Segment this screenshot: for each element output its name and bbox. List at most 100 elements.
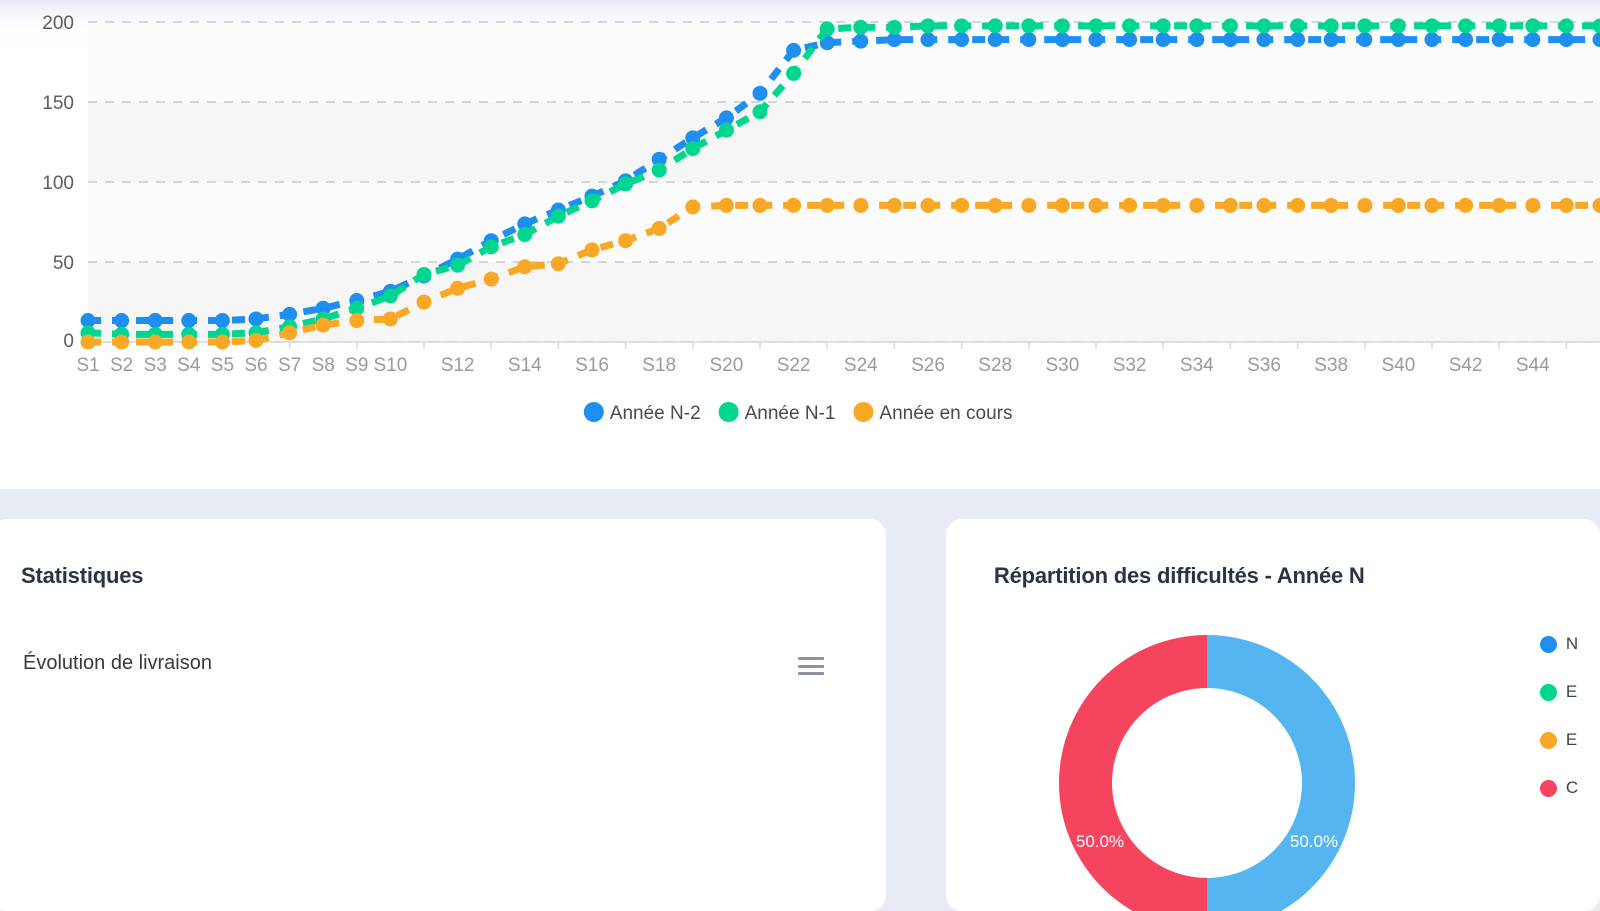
data-point [80,313,96,329]
data-point [1491,32,1507,48]
data-point [1458,197,1474,213]
donut-slice-2[interactable] [1058,635,1207,911]
data-point [1256,32,1272,48]
data-point [1222,32,1238,48]
data-point [1021,18,1037,34]
data-point [1357,32,1373,48]
legend-swatch-icon [1539,731,1557,749]
data-point [1122,32,1138,48]
data-point [114,334,130,350]
x-tick-label: S24 [844,355,878,376]
difficulties-legend[interactable]: N E E C [1539,634,1578,798]
hamburger-icon[interactable] [797,657,824,675]
donut-svg: 50.0% 50.0% [1058,635,1355,911]
data-point [282,306,298,322]
x-tick-label: S42 [1449,355,1483,376]
data-point [315,300,331,316]
data-point [147,334,163,350]
x-tick-label: S5 [211,355,234,376]
data-point [1155,18,1171,34]
data-point [214,334,230,350]
donut-legend-item-2[interactable]: E [1539,682,1578,702]
difficulties-card: Répartition des difficultés - Année N 50… [945,519,1600,911]
data-point [1390,32,1406,48]
data-point [920,197,936,213]
data-point [954,18,970,34]
data-point [987,32,1003,48]
data-point [1290,32,1306,48]
data-point [1491,197,1507,213]
donut-legend-label: E [1565,682,1578,701]
y-tick-200: 200 [42,13,74,34]
data-point [181,313,197,329]
donut-slice-1[interactable] [1206,635,1355,911]
data-point [282,325,298,341]
x-tick-label: S3 [144,355,167,376]
data-point [450,257,466,273]
hamburger-bar-3 [797,672,824,675]
legend-item-3[interactable]: Année en cours [853,402,1012,424]
data-point [752,104,768,120]
legend-swatch-icon [1539,635,1557,653]
statistics-card: Statistiques Évolution de livraison avan… [0,519,886,911]
donut-legend-item-1[interactable]: N [1539,634,1578,654]
data-point [1122,18,1138,34]
x-tick-label: S9 [345,355,368,376]
data-point [920,18,936,34]
x-tick-label: S44 [1516,355,1550,376]
donut-legend-item-3[interactable]: E [1539,730,1578,750]
legend-item-2[interactable]: Année N-1 [718,402,836,424]
plot-bands [88,22,1600,342]
data-point [1390,197,1406,213]
data-point [1222,197,1238,213]
data-point [1290,18,1306,34]
data-point [1424,197,1440,213]
legend-swatch-icon [1539,683,1557,701]
x-tick-label: S12 [441,355,475,376]
legend-item-1[interactable]: Année N-2 [583,402,701,424]
data-point [954,197,970,213]
cumulative-line-chart[interactable]: 200 150 100 50 0 S1 S2 S3 S4 S5 S6 S7 S8 S9 S10 S1… [0,0,1600,440]
line-chart-card: 200 150 100 50 0 S1 S2 S3 S4 S5 S6 S7 S8 S9 S10 S1… [0,0,1600,489]
data-point [853,197,869,213]
data-point [987,197,1003,213]
x-tick-label: S4 [177,355,201,376]
data-point [248,311,264,327]
x-axis [87,341,1600,349]
data-point [1021,197,1037,213]
x-tick-label: S18 [642,355,676,376]
x-tick-label: S8 [312,355,335,376]
data-point [1088,18,1104,34]
x-tick-label: S1 [76,355,99,376]
y-axis-ticks: 200 150 100 50 0 [42,13,74,352]
data-point [886,197,902,213]
legend-label: Année N-2 [610,403,701,424]
data-point [1054,32,1070,48]
data-point [1323,197,1339,213]
data-point [450,280,466,296]
data-point [1592,32,1600,48]
data-point [819,197,835,213]
line-chart-legend[interactable]: Année N-2 Année N-1 Année en cours [583,402,1013,424]
data-point [315,317,331,333]
donut-legend-item-4[interactable]: C [1539,778,1578,798]
data-point [685,141,701,157]
donut-legend-label: E [1565,730,1578,749]
data-point [1256,197,1272,213]
x-axis-ticks: S1 S2 S3 S4 S5 S6 S7 S8 S9 S10 S12 S14 S16 S18 S20 S22 S… [76,355,1550,376]
data-point [1088,32,1104,48]
legend-label: Année en cours [879,403,1012,424]
data-point [1424,18,1440,34]
data-point [651,151,667,167]
legend-swatch-icon [583,402,604,422]
difficulties-donut-chart[interactable]: 50.0% 50.0% [992,623,1422,911]
x-tick-label: S10 [373,355,407,376]
x-tick-label: S2 [110,355,133,376]
data-point [1491,18,1507,34]
data-point [1155,32,1171,48]
data-point [1357,18,1373,34]
data-point [382,288,398,304]
data-point [517,227,533,243]
data-point [920,32,936,48]
data-point [1458,32,1474,48]
